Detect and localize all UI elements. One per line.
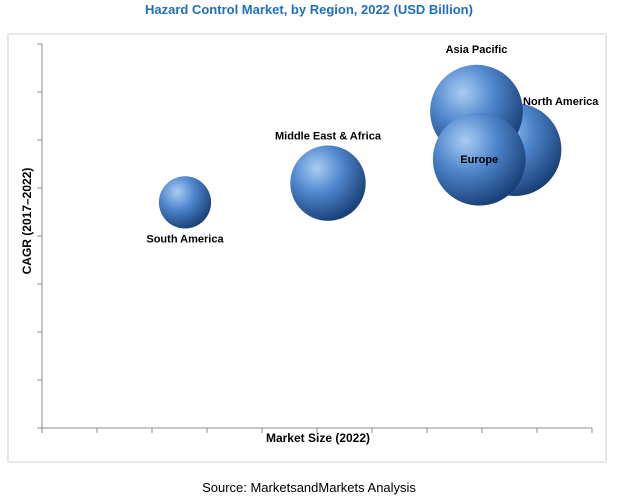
chart-title: Hazard Control Market, by Region, 2022 (… [145,2,473,17]
source-note: Source: MarketsandMarkets Analysis [202,480,416,495]
bubble-label: Asia Pacific [446,44,508,56]
bubble-labels: South America Middle East & Africa North A… [146,44,599,246]
axes [37,43,593,433]
chart-frame [7,33,607,463]
x-axis-label: Market Size (2022) [266,431,370,445]
bubble-middle-east-africa [290,145,366,221]
bubble-label: North America [523,96,599,108]
bubble-europe [432,112,526,206]
bubble-label: Europe [460,154,498,166]
bubble-label: Middle East & Africa [275,131,382,143]
bubble-label: South America [146,234,224,246]
bubble-south-america [158,176,212,229]
y-axis-label: CAGR (2017–2022) [20,168,34,275]
bubbles [158,64,562,229]
